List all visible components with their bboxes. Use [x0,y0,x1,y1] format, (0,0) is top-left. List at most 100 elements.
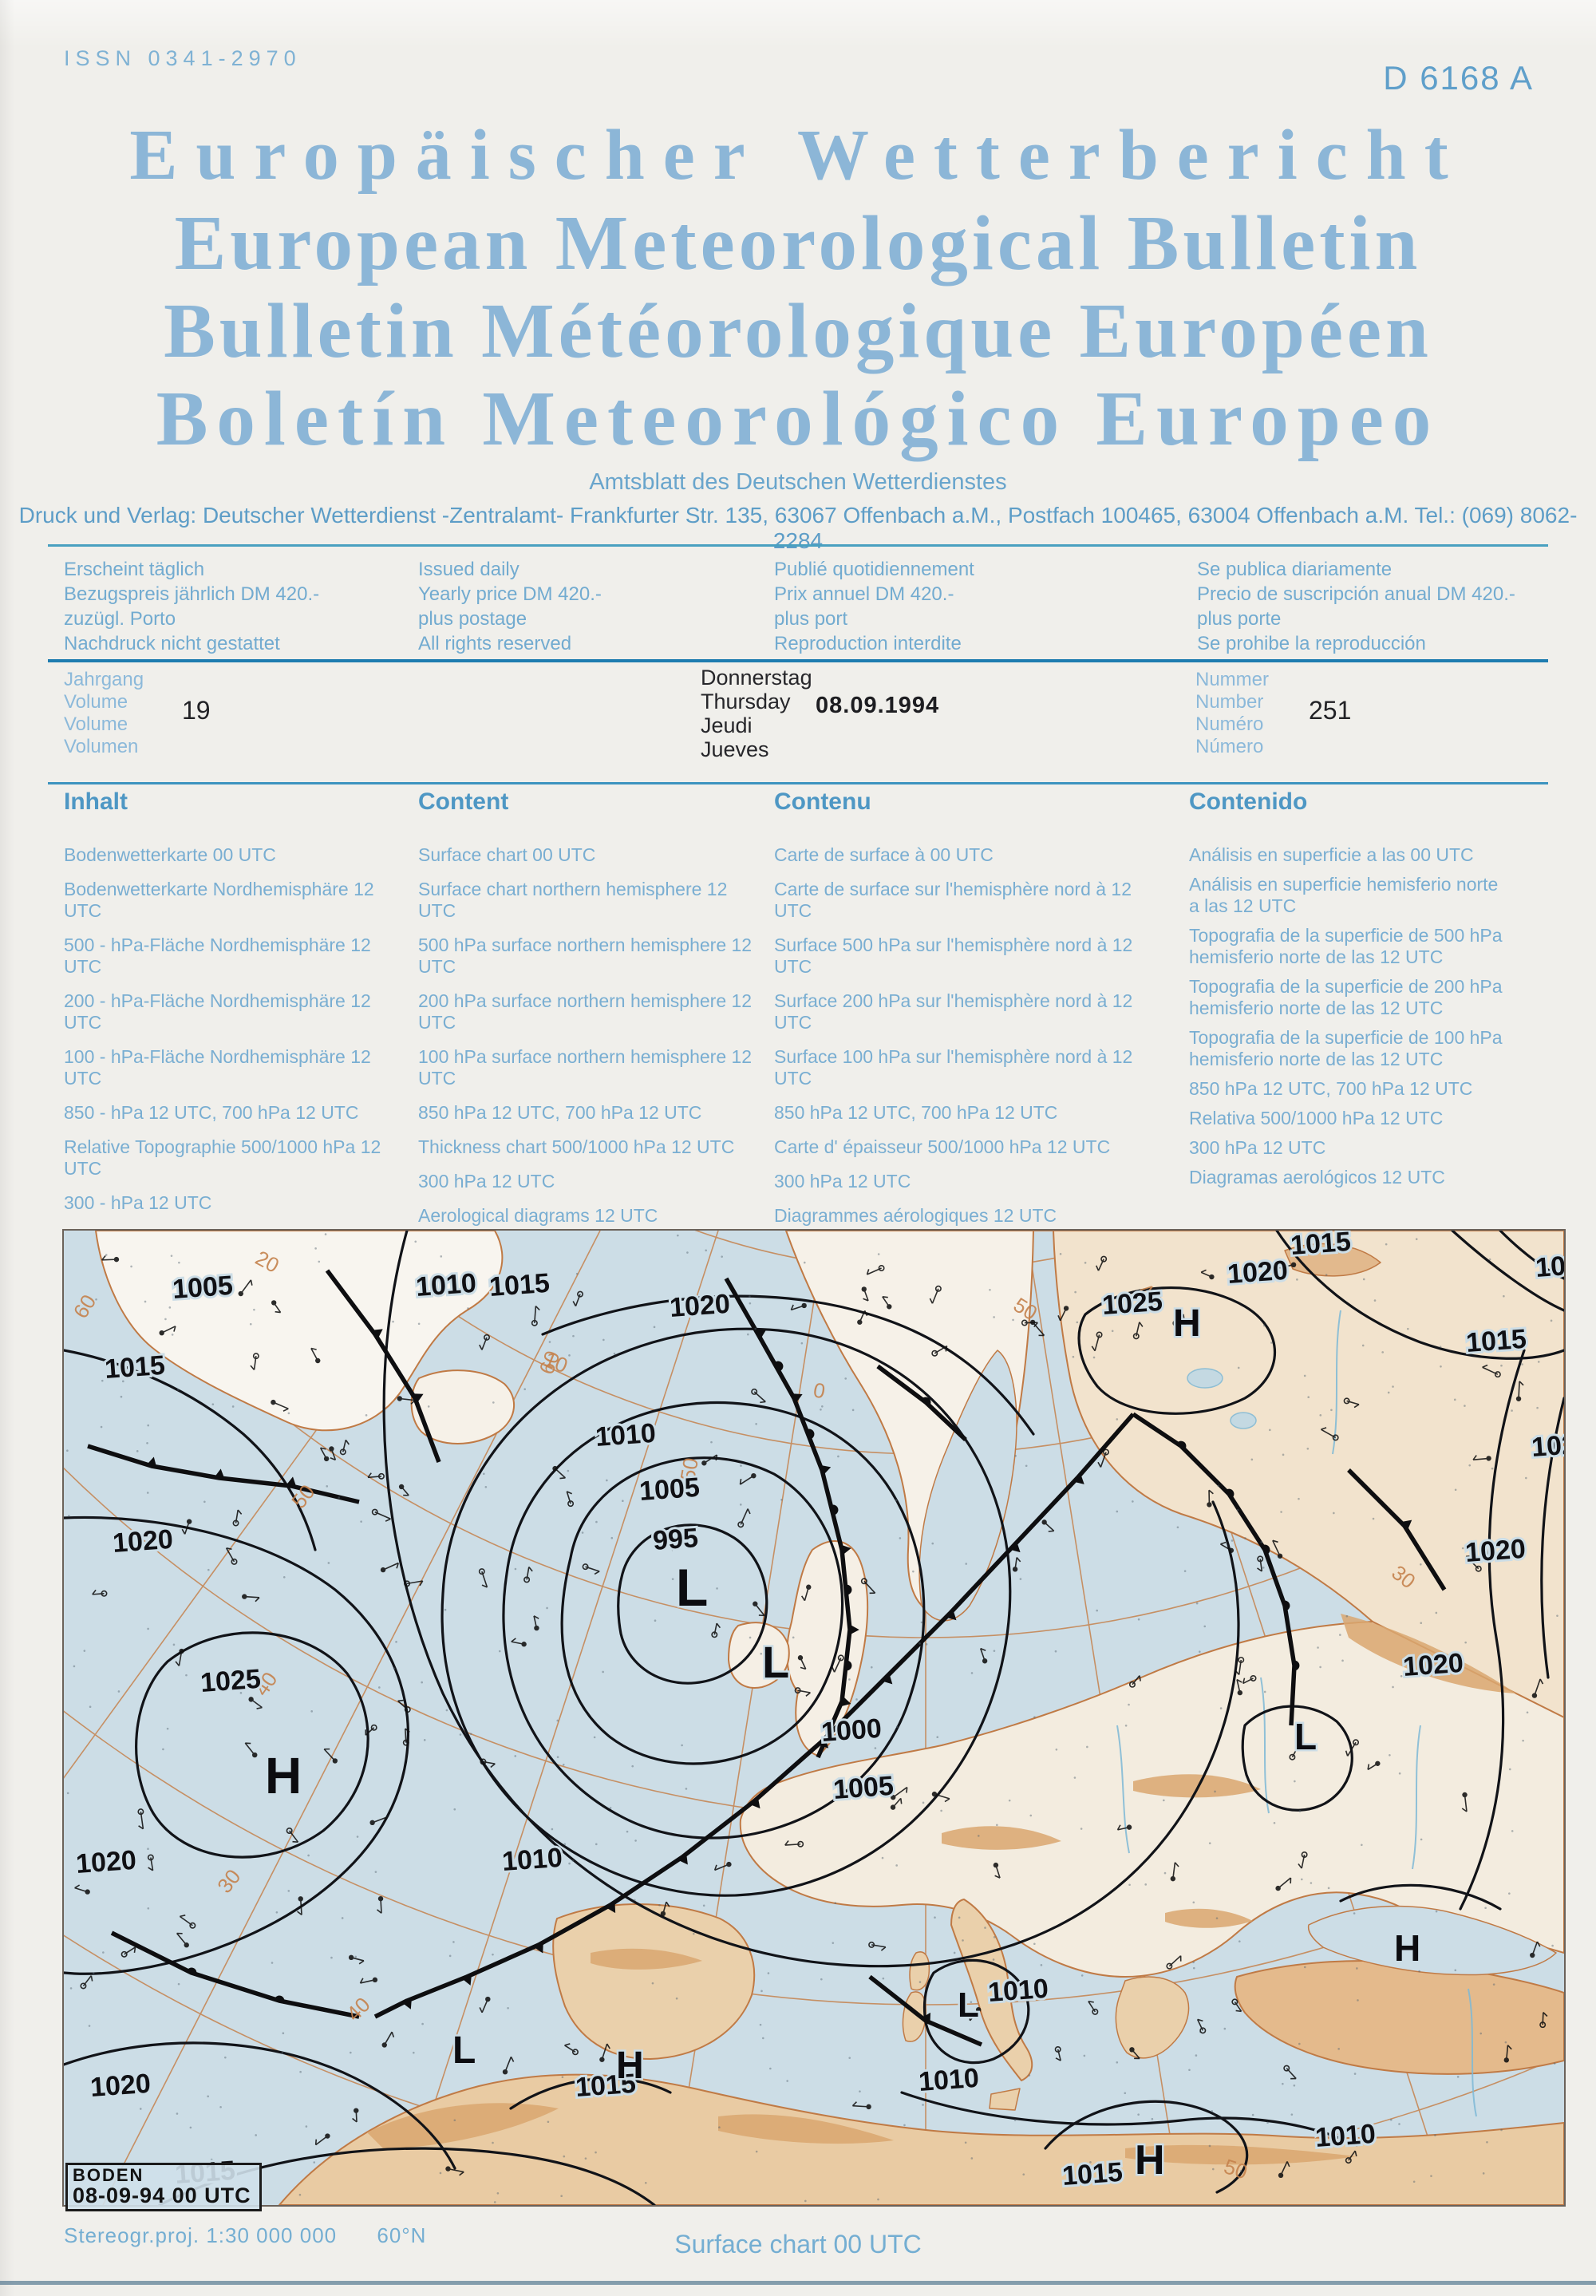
contents-header: Inhalt [64,788,128,815]
info-column-2: Issued daily Yearly price DM 420.- plus po… [418,557,602,656]
isobar-label: 1015 [1465,1324,1527,1358]
pressure-center-h: H [1173,1302,1201,1345]
info-column-4: Se publica diariamente Precio de suscripc… [1197,557,1515,656]
isobar-label: 1005 [172,1271,234,1305]
contents-item: Análisis en superficie hemisferio norte … [1189,874,1499,916]
label-line: Volumen [64,736,139,757]
contents-item: 850 hPa 12 UTC, 700 hPa 12 UTC [774,1102,1058,1123]
contents-header: Content [418,788,509,815]
contents-item: 100 hPa surface northern hemisphere 12 U… [418,1046,753,1089]
info-column-3: Publié quotidiennement Prix annuel DM 420… [774,557,974,656]
cold-front-main [373,1413,1136,2019]
contents-item: Surface chart 00 UTC [418,844,596,865]
projection-latitude: 60°N [377,2223,427,2247]
label-line: Thursday [701,690,791,713]
isobar-label: 1015 [488,1268,551,1302]
greece [1115,1976,1190,2059]
pressure-center-l: L [1294,1716,1317,1757]
isobar-label: 1020 [1464,1534,1527,1568]
isobar-label: 1005 [638,1472,701,1507]
warm-front-norway [876,1364,967,1442]
fronts [87,1269,1447,2047]
contents-item: 850 hPa 12 UTC, 700 hPa 12 UTC [1189,1078,1473,1099]
pressure-center-l: L [958,1986,979,2025]
isobar-label: 995 [652,1523,699,1556]
isobar-label: 1010 [501,1843,563,1877]
contents-item: Bodenwetterkarte 00 UTC [64,844,276,865]
pressure-center-l: L [762,1637,789,1687]
label-line: Número [1195,736,1264,757]
label-line: Volume [64,691,128,713]
isobar-label: 1020 [1227,1255,1289,1290]
contents-item: 300 - hPa 12 UTC [64,1192,212,1213]
isobar-label: 1020 [669,1289,731,1323]
cold-front-nw [87,1444,360,1504]
weekday-labels: Donnerstag Thursday Jeudi Jueves [701,666,812,761]
cold-front-greenland [325,1269,441,1463]
iceland [410,1369,516,1444]
rivers-lakes [1116,1310,1477,2117]
label-line: Donnerstag [701,666,812,690]
publisher-line: Druck und Verlag: Deutscher Wetterdienst… [18,503,1578,553]
label-line: Nummer [1195,669,1270,690]
info-line: Publié quotidiennement [774,559,974,580]
isobar-label: 1010 [1314,2119,1377,2153]
label-line: Number [1195,691,1264,713]
issue-date: 08.09.1994 [816,693,940,718]
info-line: Se publica diariamente [1197,559,1393,580]
contents-header: Contenido [1189,788,1308,815]
contents-column-inhalt: Inhalt Bodenwetterkarte 00 UTC Bodenwetter… [64,788,407,1261]
sicily [989,2088,1021,2111]
contents-column-contenido: Contenido Análisis en superficie a las 00… [1189,788,1511,1196]
number-labels: Nummer Number Numéro Número [1195,669,1269,758]
isobar-label: 1010 [415,1268,477,1302]
info-line: zuzügl. Porto [64,608,176,630]
corsica [909,1951,930,1991]
projection-scale: Stereogr.proj. 1:30 000 000 [64,2223,338,2247]
contents-item: Thickness chart 500/1000 hPa 12 UTC [418,1136,735,1157]
contents-item: Surface 500 hPa sur l'hemisphère nord à … [774,935,1133,977]
contents-item: 300 hPa 12 UTC [418,1171,555,1191]
info-line: All rights reserved [418,633,572,654]
divider-top [48,544,1548,547]
contents-item: Análisis en superficie a las 00 UTC [1189,844,1474,865]
chart-caption: Surface chart 00 UTC [674,2230,922,2258]
contents-item: Topografia de la superficie de 100 hPa h… [1189,1027,1503,1069]
issn-number: ISSN 0341-2970 [64,46,302,70]
contents-item: Diagramas aerológicos 12 UTC [1189,1167,1445,1188]
info-line: plus postage [418,608,527,630]
contents-item: Bodenwetterkarte Nordhemisphäre 12 UTC [64,879,374,921]
label-line: Jueves [701,737,769,761]
contents-item: Surface 100 hPa sur l'hemisphère nord à … [774,1046,1133,1089]
isobar-label: 1010 [918,2063,980,2097]
page-bottom-rule [0,2281,1596,2285]
chart-id-title: BODEN [73,2165,144,2185]
contents-item: Relativa 500/1000 hPa 12 UTC [1189,1108,1444,1128]
contents-item: Surface chart northern hemisphere 12 UTC [418,879,728,921]
contents-item: Carte de surface à 00 UTC [774,844,994,865]
contents-item: Diagrammes aérologiques 12 UTC [774,1205,1057,1226]
isobar-label: 1020 [1402,1648,1464,1682]
label-line: Volume [64,713,128,735]
surface-weather-chart: 60 50 40 30 20 50 60 40 50 40 50 30 10 0 1005 1010 1015… [62,1229,1566,2212]
contents-column-contenu: Contenu Carte de surface à 00 UTC Carte de… [774,788,1173,1239]
contents-item: Topografia de la superficie de 500 hPa h… [1189,925,1503,967]
contents-item: 300 hPa 12 UTC [1189,1137,1326,1158]
contents-item: Aerological diagrams 12 UTC [418,1205,658,1226]
contents-item: Surface 200 hPa sur l'hemisphère nord à … [774,990,1133,1033]
divider-contents [48,782,1548,784]
info-line: plus port [774,608,848,630]
pressure-center-l: L [676,1558,708,1617]
isobar-label: 1015 [575,2069,637,2103]
contents-item: Carte d' épaisseur 500/1000 hPa 12 UTC [774,1136,1111,1157]
contents-item: 850 - hPa 12 UTC, 700 hPa 12 UTC [64,1102,359,1123]
subtitle: Amtsblatt des Deutschen Wetterdienstes [589,469,1007,495]
bulletin-title: Europäischer Wetterbericht European Meteo… [32,112,1564,463]
cold-front-ne [1347,1468,1447,1591]
label-line: Jahrgang [64,669,144,690]
info-line: Bezugspreis jährlich DM 420.- [64,583,320,605]
graticule-label: 0 [812,1377,827,1403]
warm-front-east [1132,1412,1300,1726]
info-line: plus porte [1197,608,1282,630]
